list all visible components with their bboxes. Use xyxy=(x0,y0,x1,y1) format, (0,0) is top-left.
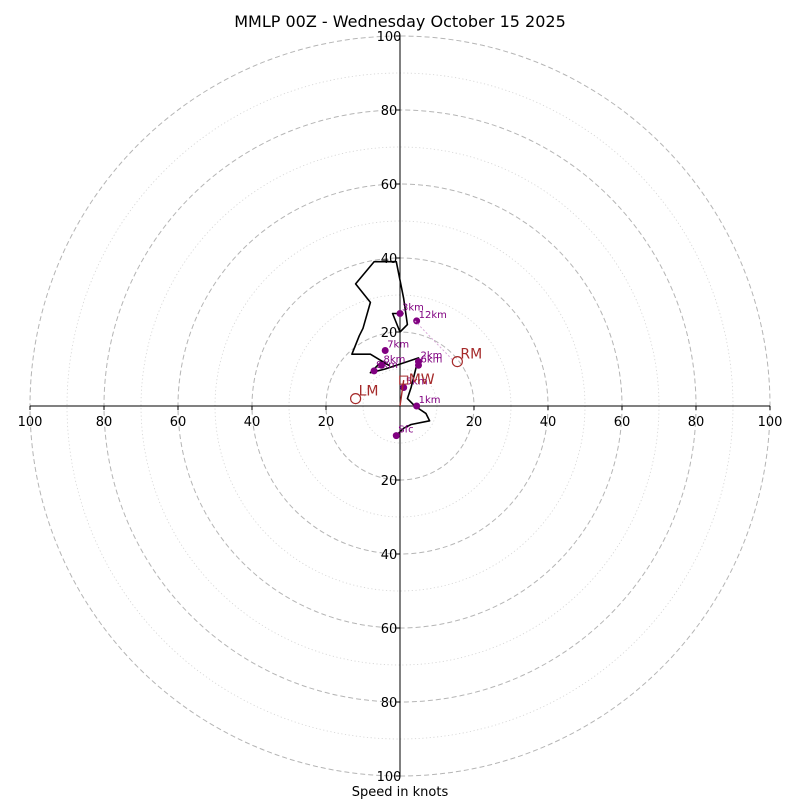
height-marker-dot xyxy=(392,432,400,440)
height-marker-6km: 6km xyxy=(415,354,442,369)
storm-motion-lm: LM xyxy=(350,384,379,405)
height-marker-label: 6km xyxy=(421,354,443,365)
hodograph-trace xyxy=(351,260,431,437)
height-marker-8km: 8km xyxy=(378,354,405,369)
height-marker-9km: 9km xyxy=(370,360,398,375)
height-marker-label: 9km xyxy=(376,360,398,371)
y-tick-label: 60 xyxy=(381,178,398,193)
x-axis-label: Speed in knots xyxy=(352,785,449,800)
height-marker-dot xyxy=(415,361,422,369)
y-tick-label: 100 xyxy=(377,30,402,45)
storm-motion-circle xyxy=(451,356,463,368)
storm-motion-circle xyxy=(350,393,362,405)
height-marker-dot xyxy=(378,361,385,369)
y-tick-label: 60 xyxy=(381,622,398,637)
storm-motion-mw: MW xyxy=(399,372,435,407)
height-marker-3km: 3km xyxy=(396,303,424,317)
storm-motions: RM LM MW xyxy=(350,320,482,407)
height-marker-dot xyxy=(413,402,421,410)
height-marker-dot xyxy=(413,317,421,325)
storm-motion-rm: RM xyxy=(414,320,482,368)
mean-wind-marker xyxy=(399,375,409,385)
height-marker-label: 7km xyxy=(387,340,409,351)
height-marker-12km: 12km xyxy=(413,310,447,325)
y-tick-label: 80 xyxy=(381,696,398,711)
height-marker-label: 2km xyxy=(421,351,443,362)
height-marker-label: 3km xyxy=(402,303,424,314)
height-marker-dot xyxy=(396,310,404,317)
height-marker-label: 8km xyxy=(384,354,406,365)
x-tick-label: 60 xyxy=(170,415,187,430)
storm-motion-label: RM xyxy=(460,347,482,363)
storm-motion-label: MW xyxy=(409,372,435,388)
x-tick-label: 80 xyxy=(96,415,113,430)
chart-title: MMLP 00Z - Wednesday October 15 2025 xyxy=(234,12,566,31)
y-tick-label: 40 xyxy=(381,548,398,563)
x-tick-label: 60 xyxy=(614,415,631,430)
storm-motion-label: LM xyxy=(359,384,379,400)
tick-labels: 100 80 60 40 20 20 40 60 80 100 100 80 60 40 20 20 40 60 8… xyxy=(18,30,783,785)
x-tick-label: 40 xyxy=(540,415,557,430)
rm-guide-line xyxy=(414,320,453,360)
height-marker-label: 12km xyxy=(419,310,447,321)
x-tick-label: 80 xyxy=(688,415,705,430)
x-tick-label: 100 xyxy=(758,415,783,430)
height-marker-sfc: Sfc xyxy=(392,425,414,440)
y-tick-label: 80 xyxy=(381,104,398,119)
x-tick-label: 40 xyxy=(244,415,261,430)
y-tick-label: 20 xyxy=(381,326,398,341)
y-tick-label: 20 xyxy=(381,474,398,489)
x-tick-label: 100 xyxy=(18,415,43,430)
height-marker-dot xyxy=(370,367,378,375)
height-marker-label: Sfc xyxy=(398,425,413,436)
height-marker-1km: 1km xyxy=(413,395,441,410)
y-tick-label: 40 xyxy=(381,252,398,267)
height-marker-7km: 7km xyxy=(381,340,409,354)
height-marker-dot xyxy=(381,347,389,354)
height-marker-label: 1km xyxy=(419,395,441,406)
x-tick-label: 20 xyxy=(318,415,335,430)
height-marker-label: 5km xyxy=(406,377,428,388)
hodograph-trace-group xyxy=(351,260,431,437)
y-tick-label: 100 xyxy=(377,770,402,785)
x-tick-label: 20 xyxy=(466,415,483,430)
